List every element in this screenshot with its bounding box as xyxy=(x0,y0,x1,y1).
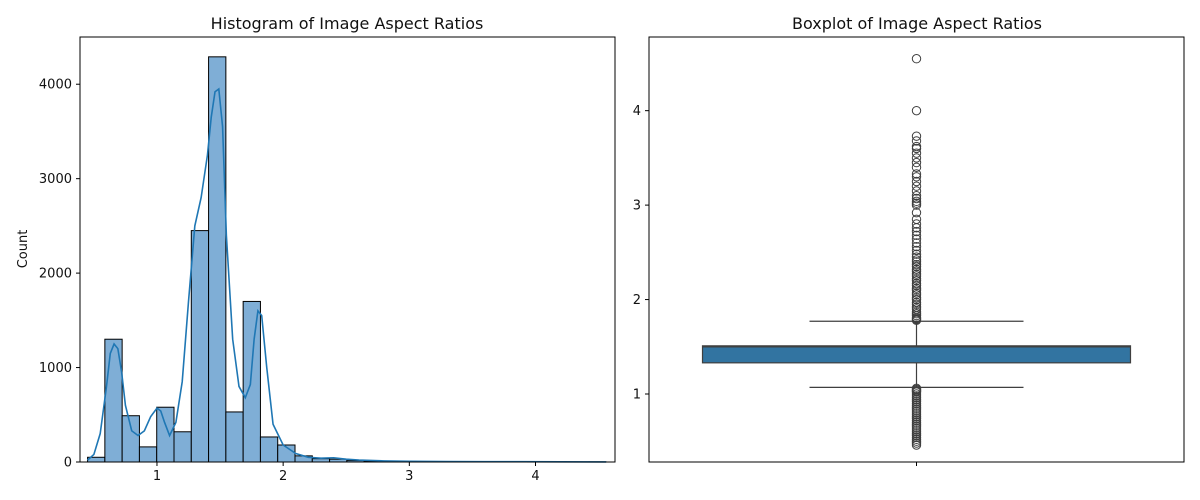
histogram-y-axis-label: Count xyxy=(16,230,31,269)
outlier-point xyxy=(911,190,922,201)
boxplot-title: Boxplot of Image Aspect Ratios xyxy=(792,14,1042,33)
histogram-bar xyxy=(156,406,175,463)
outlier-point xyxy=(911,252,922,262)
outlier-point xyxy=(911,223,922,233)
outlier-point xyxy=(911,153,922,163)
boxplot-y-ticks: 1 2 3 4 xyxy=(633,104,649,403)
outlier-point xyxy=(911,186,922,196)
histogram-bar xyxy=(121,415,140,463)
outlier-point xyxy=(911,271,922,281)
outlier-point xyxy=(911,136,922,146)
outlier-point xyxy=(911,219,922,229)
outlier-point xyxy=(911,181,922,191)
x-tick-label: 2 xyxy=(279,469,287,484)
outlier-point xyxy=(911,234,922,244)
outlier-point xyxy=(911,230,922,241)
outlier-point xyxy=(911,299,922,309)
y-tick-label: 3000 xyxy=(39,172,72,187)
boxplot-elements xyxy=(701,54,1132,466)
x-tick-label: 1 xyxy=(153,469,161,484)
histogram-bar xyxy=(242,300,261,463)
outlier-point xyxy=(911,162,922,173)
outlier-point xyxy=(911,169,922,179)
outlier-point xyxy=(911,157,922,168)
histogram-x-ticks: 1 2 3 4 xyxy=(153,462,540,484)
outlier-point xyxy=(911,238,922,248)
histogram-kde-line xyxy=(87,87,607,463)
boxplot-panel: Boxplot of Image Aspect Ratios 1 2 3 4 xyxy=(633,14,1185,466)
outlier-point xyxy=(911,148,922,158)
histogram-title: Histogram of Image Aspect Ratios xyxy=(211,14,484,33)
outlier-point xyxy=(911,200,922,210)
outlier-point xyxy=(911,193,922,204)
outlier-point xyxy=(911,294,922,305)
y-tick-label: 0 xyxy=(64,456,72,471)
y-tick-label: 3 xyxy=(633,199,641,214)
outlier-point xyxy=(911,226,922,237)
histogram-bars xyxy=(87,56,607,463)
outlier-point xyxy=(911,285,922,295)
y-tick-label: 4 xyxy=(633,104,641,119)
x-tick-label: 3 xyxy=(405,469,413,484)
box-iqr xyxy=(701,345,1132,364)
outlier-point xyxy=(911,105,922,116)
histogram-panel: Histogram of Image Aspect Ratios Count 1… xyxy=(16,14,616,484)
histogram-bar xyxy=(173,431,192,463)
y-tick-label: 2 xyxy=(633,293,641,308)
y-tick-label: 4000 xyxy=(39,78,72,93)
outlier-point xyxy=(911,290,922,300)
outlier-point xyxy=(911,440,922,450)
outlier-point xyxy=(911,131,922,141)
histogram-bar xyxy=(190,230,210,463)
outlier-point xyxy=(911,245,922,256)
outlier-point xyxy=(911,143,922,154)
boxplot-plot-frame xyxy=(648,36,1185,463)
outlier-point xyxy=(911,207,922,218)
histogram-bar xyxy=(225,411,244,463)
histogram-y-ticks: 0 1000 2000 3000 4000 xyxy=(39,78,80,471)
outlier-point xyxy=(911,261,922,272)
outlier-point xyxy=(911,241,922,252)
y-tick-label: 1000 xyxy=(39,361,72,376)
outlier-point xyxy=(911,257,922,267)
outlier-point xyxy=(911,275,922,286)
outlier-point xyxy=(911,141,922,152)
outlier-point xyxy=(911,176,922,187)
y-tick-label: 2000 xyxy=(39,267,72,282)
outlier-point xyxy=(911,54,922,64)
x-tick-label: 4 xyxy=(531,469,539,484)
outlier-point xyxy=(911,315,922,326)
y-tick-label: 1 xyxy=(633,388,641,403)
histogram-bar xyxy=(259,436,279,463)
histogram-bar xyxy=(138,446,158,463)
histogram-plot-frame xyxy=(79,36,616,463)
outlier-point xyxy=(911,280,922,291)
outlier-point xyxy=(911,214,922,224)
outlier-point xyxy=(911,249,922,259)
outlier-point xyxy=(911,266,922,276)
outlier-point xyxy=(911,172,922,182)
